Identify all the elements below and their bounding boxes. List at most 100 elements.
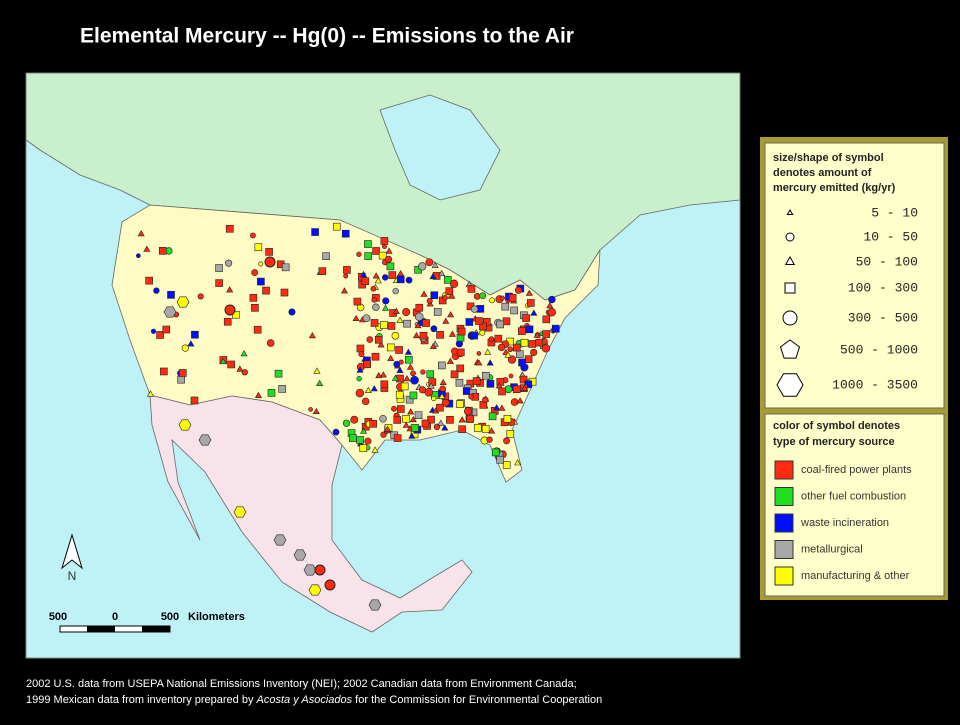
emission-symbol (464, 407, 473, 416)
emission-symbol (308, 331, 317, 339)
emission-symbol (364, 437, 372, 445)
emission-symbol (356, 344, 365, 353)
emission-symbol (262, 286, 270, 295)
emission-symbol (520, 338, 529, 347)
emission-symbol (403, 375, 411, 382)
emission-symbol (396, 275, 405, 284)
emission-symbol (249, 294, 258, 302)
legend-swatch (774, 540, 794, 559)
emission-symbol (381, 243, 387, 249)
emission-symbol (481, 425, 490, 433)
emission-symbol (343, 266, 351, 274)
emission-symbol (518, 327, 526, 335)
emission-symbol (315, 379, 324, 387)
emission-symbol (393, 434, 402, 442)
emission-symbol (181, 344, 189, 352)
emission-symbol (240, 349, 248, 357)
legend-swatch (774, 566, 794, 586)
emission-symbol (312, 407, 320, 415)
emission-symbol (415, 303, 424, 312)
emission-symbol (503, 437, 510, 445)
emission-symbol (418, 386, 427, 394)
emission-symbol (535, 338, 544, 347)
emission-symbol (473, 292, 481, 300)
emission-symbol (429, 272, 437, 280)
emission-symbols (136, 222, 560, 611)
emission-symbol (438, 392, 446, 400)
emission-symbol (385, 247, 393, 254)
emission-symbol (504, 351, 512, 358)
emission-symbol (318, 267, 327, 275)
emission-symbol (378, 251, 387, 260)
emission-symbol (483, 318, 491, 326)
emission-symbol (512, 343, 521, 352)
emission-symbol (418, 262, 427, 271)
scale-bar (87, 626, 115, 632)
emission-symbol (486, 380, 495, 388)
legend-symbol (784, 255, 796, 265)
emission-symbol (491, 448, 500, 457)
emission-symbol (547, 308, 556, 317)
emission-symbol (381, 304, 390, 311)
emission-symbol (324, 579, 336, 591)
emission-symbol (456, 348, 465, 357)
emission-symbol (145, 276, 153, 285)
emission-symbol (219, 357, 227, 365)
emission-symbol (488, 336, 495, 342)
emission-symbol (507, 355, 517, 364)
emission-symbol (455, 378, 464, 387)
emission-symbol (479, 329, 486, 336)
emission-symbol (356, 376, 362, 382)
emission-symbol (384, 255, 393, 263)
emission-symbol (349, 434, 357, 442)
emission-symbol (494, 334, 503, 343)
scale-label: 500 (161, 611, 179, 623)
emission-symbol (167, 291, 175, 299)
emission-symbol (198, 434, 212, 446)
emission-symbol (426, 297, 433, 304)
emission-symbol (496, 455, 505, 464)
emission-symbol (408, 432, 416, 439)
legend-symbol (779, 339, 801, 359)
emission-symbol (227, 360, 235, 369)
emission-symbol (472, 377, 481, 385)
emission-symbol (438, 361, 446, 370)
legend-title: denotes amount of (773, 167, 872, 179)
emission-symbol (422, 319, 430, 327)
legend-swatch (774, 513, 794, 533)
scale-bar (142, 626, 170, 632)
size-range: 10 - 50 (863, 229, 918, 244)
size-range: 50 - 100 (856, 254, 918, 269)
emission-symbol (502, 461, 511, 469)
emission-symbol (236, 365, 244, 372)
emission-symbol (499, 295, 505, 301)
legend-title: size/shape of symbol (773, 152, 884, 164)
emission-symbol (368, 599, 382, 611)
emission-symbol (332, 428, 340, 436)
emission-symbol (162, 325, 171, 334)
emission-symbol (406, 363, 415, 370)
size-range: 500 - 1000 (840, 342, 918, 357)
title: Elemental Mercury -- Hg(0) -- Emissions … (80, 25, 574, 48)
size-legend (764, 142, 945, 409)
emission-symbol (497, 343, 506, 352)
north-label: N (68, 569, 77, 583)
emission-symbol (313, 367, 321, 374)
emission-symbol (486, 436, 493, 443)
legend-item: waste incineration (800, 517, 889, 529)
emission-symbol (402, 415, 410, 423)
size-range: 300 - 500 (848, 310, 918, 325)
emission-symbol (273, 534, 287, 546)
emission-symbol (233, 506, 247, 518)
emission-symbol (288, 308, 296, 316)
emission-symbol (176, 296, 190, 308)
emission-symbol (379, 371, 387, 378)
emission-symbol (362, 314, 371, 323)
emission-symbol (332, 222, 341, 231)
emission-symbol (363, 360, 371, 369)
emission-symbol (466, 414, 475, 423)
emission-symbol (456, 400, 464, 408)
emission-symbol (356, 251, 362, 257)
emission-symbol (482, 371, 490, 380)
